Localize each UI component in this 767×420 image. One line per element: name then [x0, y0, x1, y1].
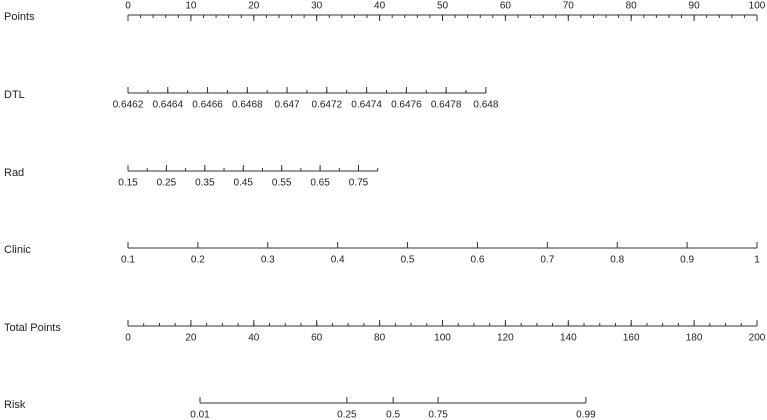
row-label: Points: [4, 11, 35, 23]
tick-label: 0.5: [386, 410, 400, 420]
tick-label: 10: [185, 1, 197, 12]
tick-label: 40: [248, 333, 260, 344]
row-label: Total Points: [4, 322, 61, 334]
tick-label: 0.648: [473, 100, 498, 111]
row-label: Risk: [4, 399, 26, 411]
tick-label: 0.6464: [152, 100, 183, 111]
tick-label: 0.6474: [351, 100, 382, 111]
tick-label: 20: [248, 1, 260, 12]
tick-label: 0.99: [576, 410, 596, 420]
tick-label: 0.55: [272, 178, 292, 189]
tick-label: 70: [563, 1, 575, 12]
tick-label: 30: [311, 1, 323, 12]
tick-label: 0.3: [261, 255, 275, 266]
tick-label: 0.647: [275, 100, 300, 111]
tick-label: 80: [626, 1, 638, 12]
tick-label: 0.75: [349, 178, 369, 189]
row-label: DTL: [4, 89, 25, 101]
tick-label: 140: [560, 333, 577, 344]
tick-label: 0.6466: [192, 100, 223, 111]
tick-label: 60: [311, 333, 323, 344]
tick-label: 0.9: [680, 255, 694, 266]
tick-label: 0.6476: [391, 100, 422, 111]
row-label: Clinic: [4, 244, 31, 256]
tick-label: 0.2: [191, 255, 205, 266]
tick-label: 80: [374, 333, 386, 344]
tick-label: 0.15: [118, 178, 138, 189]
tick-label: 120: [497, 333, 514, 344]
tick-label: 0.4: [331, 255, 345, 266]
tick-label: 0: [125, 333, 131, 344]
tick-label: 1: [754, 255, 760, 266]
tick-label: 0.5: [401, 255, 415, 266]
tick-label: 0.65: [310, 178, 330, 189]
tick-label: 0.6478: [431, 100, 462, 111]
tick-label: 0.6: [470, 255, 484, 266]
tick-label: 40: [374, 1, 386, 12]
tick-label: 160: [623, 333, 640, 344]
tick-label: 0.6468: [232, 100, 263, 111]
tick-label: 0.75: [428, 410, 448, 420]
tick-label: 0.7: [540, 255, 554, 266]
tick-label: 0.25: [157, 178, 177, 189]
tick-label: 100: [749, 1, 766, 12]
tick-label: 0.35: [195, 178, 215, 189]
tick-label: 0.45: [234, 178, 254, 189]
tick-label: 60: [500, 1, 512, 12]
row-label: Rad: [4, 167, 24, 179]
tick-label: 180: [686, 333, 703, 344]
tick-label: 0.01: [190, 410, 210, 420]
tick-label: 0.6462: [113, 100, 144, 111]
tick-label: 0.25: [337, 410, 357, 420]
tick-label: 0.6472: [312, 100, 343, 111]
tick-label: 0.8: [610, 255, 624, 266]
tick-label: 0: [125, 1, 131, 12]
tick-label: 0.1: [121, 255, 135, 266]
tick-label: 90: [689, 1, 701, 12]
tick-label: 20: [185, 333, 197, 344]
tick-label: 200: [749, 333, 766, 344]
tick-label: 100: [434, 333, 451, 344]
tick-label: 50: [437, 1, 449, 12]
